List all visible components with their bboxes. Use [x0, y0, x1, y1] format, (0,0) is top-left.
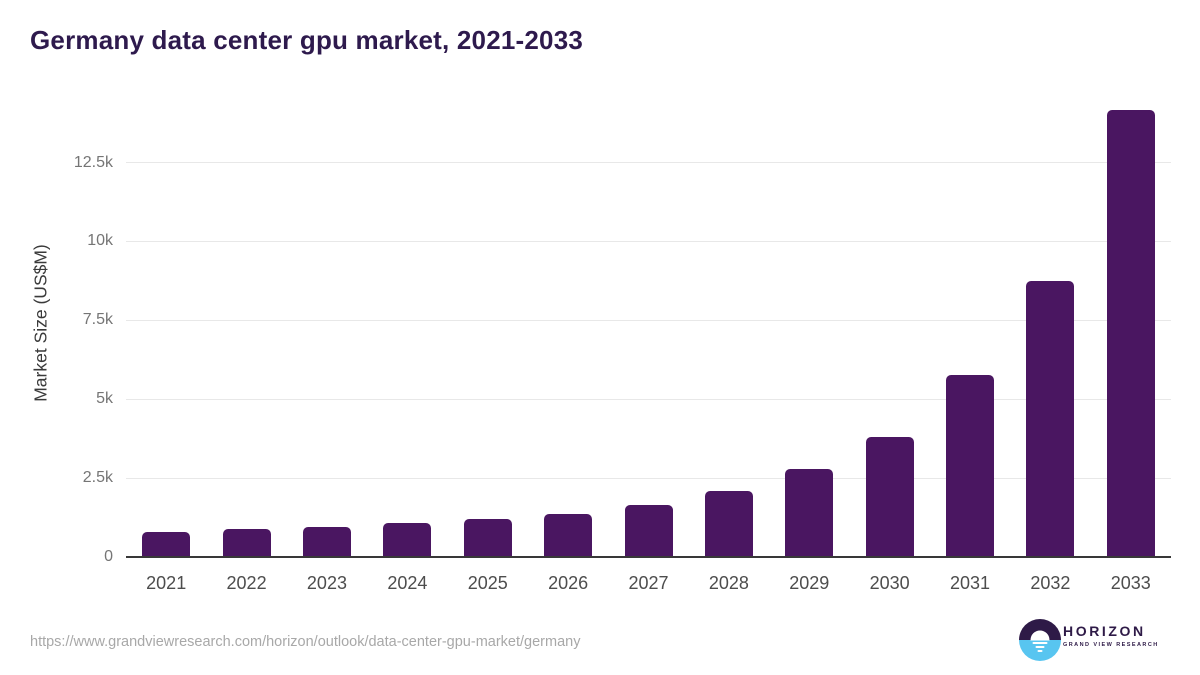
y-tick-label: 2.5k [82, 469, 113, 487]
bar-2032[interactable] [1026, 280, 1075, 557]
x-tick-label: 2027 [628, 573, 669, 593]
x-tick-label: 2023 [306, 573, 347, 593]
sun-reflection-dash [1035, 645, 1045, 648]
x-tick-label: 2025 [467, 573, 508, 593]
x-tick-label: 2033 [1110, 573, 1151, 593]
bar-2031[interactable] [946, 375, 995, 557]
source-url: https://www.grandviewresearch.com/horizo… [30, 634, 581, 650]
brand-name: HORIZON [1063, 623, 1146, 639]
gridline [126, 477, 1171, 479]
x-axis-line [126, 556, 1171, 558]
bar-2023[interactable] [302, 526, 351, 557]
x-tick-label: 2026 [548, 573, 589, 593]
x-tick-label: 2032 [1030, 573, 1071, 593]
x-tick-label: 2031 [950, 573, 991, 593]
x-tick-label: 2021 [146, 573, 187, 593]
bar-2028[interactable] [704, 491, 753, 557]
x-tick-label: 2029 [789, 573, 830, 593]
gridline [126, 398, 1171, 400]
sun-reflection-dash [1037, 649, 1043, 652]
sun-reflection-dash [1032, 641, 1048, 644]
gridline [126, 162, 1171, 163]
y-tick-label: 12.5k [73, 153, 113, 171]
horizon-logo-icon [1019, 619, 1061, 661]
bar-2027[interactable] [624, 504, 673, 557]
bar-2026[interactable] [544, 513, 593, 557]
bar-2024[interactable] [383, 523, 432, 557]
y-tick-label: 0 [104, 548, 113, 565]
x-tick-label: 2022 [226, 573, 267, 593]
bar-2029[interactable] [785, 469, 834, 557]
brand-tagline: GRAND VIEW RESEARCH [1063, 642, 1159, 648]
bar-2030[interactable] [865, 437, 914, 557]
chart-title: Germany data center gpu market, 2021-203… [30, 25, 584, 55]
bar-2033[interactable] [1106, 110, 1155, 557]
x-tick-label: 2024 [387, 573, 428, 593]
sun-icon [1030, 630, 1050, 640]
x-tick-label: 2028 [708, 573, 749, 593]
brand-text: HORIZON GRAND VIEW RESEARCH [1063, 623, 1159, 649]
x-tick-label: 2030 [869, 573, 910, 593]
gridline [126, 240, 1171, 242]
gridline [126, 319, 1171, 321]
y-tick-label: 7.5k [82, 311, 113, 329]
bar-2021[interactable] [142, 532, 191, 557]
bar-2022[interactable] [222, 528, 271, 557]
bar-2025[interactable] [463, 518, 512, 557]
y-tick-label: 5k [96, 390, 113, 408]
y-tick-label: 10k [87, 232, 113, 250]
